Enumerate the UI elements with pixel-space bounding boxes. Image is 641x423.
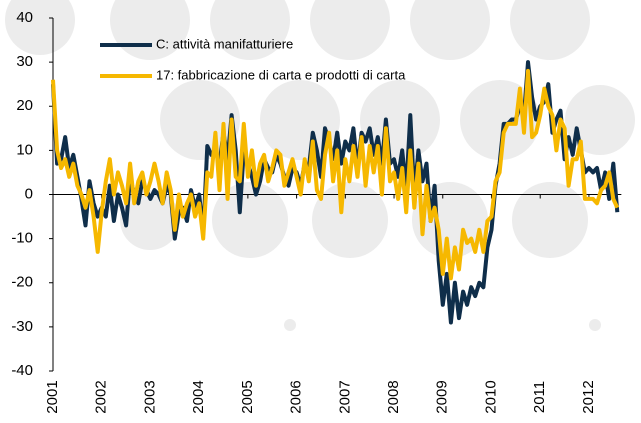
legend-label: 17: fabbricazione di carta e prodotti di… bbox=[156, 67, 406, 82]
chart: -40 -30 -20 -10 0 10 20 30 40 2001 2002 2003 2004 200… bbox=[0, 0, 641, 423]
y-tick-label: -30 bbox=[11, 318, 33, 335]
y-tick-label: 0 bbox=[25, 185, 33, 202]
x-tick-label: 2010 bbox=[482, 380, 499, 413]
x-tick-label: 2011 bbox=[531, 381, 548, 413]
x-tick-label: 2009 bbox=[434, 380, 451, 413]
y-tick-label: 20 bbox=[16, 97, 33, 114]
x-tick-label: 2001 bbox=[44, 380, 61, 413]
x-tick-label: 2003 bbox=[141, 380, 158, 413]
x-tick-label: 2004 bbox=[190, 380, 207, 413]
x-tick-label: 2007 bbox=[336, 380, 353, 413]
x-tick-label: 2002 bbox=[93, 380, 110, 413]
y-tick-label: 40 bbox=[16, 9, 33, 26]
y-tick-label: -20 bbox=[11, 274, 33, 291]
y-tick-label: 30 bbox=[16, 53, 33, 70]
x-tick-label: 2012 bbox=[580, 380, 597, 413]
y-tick-label: 10 bbox=[16, 141, 33, 158]
x-tick-label: 2008 bbox=[385, 380, 402, 413]
y-tick-label: -40 bbox=[11, 362, 33, 379]
x-tick-label: 2006 bbox=[288, 380, 305, 413]
legend-label: C: attività manifatturiere bbox=[156, 36, 293, 51]
y-tick-label: -10 bbox=[11, 230, 33, 247]
x-tick-label: 2005 bbox=[239, 380, 256, 413]
